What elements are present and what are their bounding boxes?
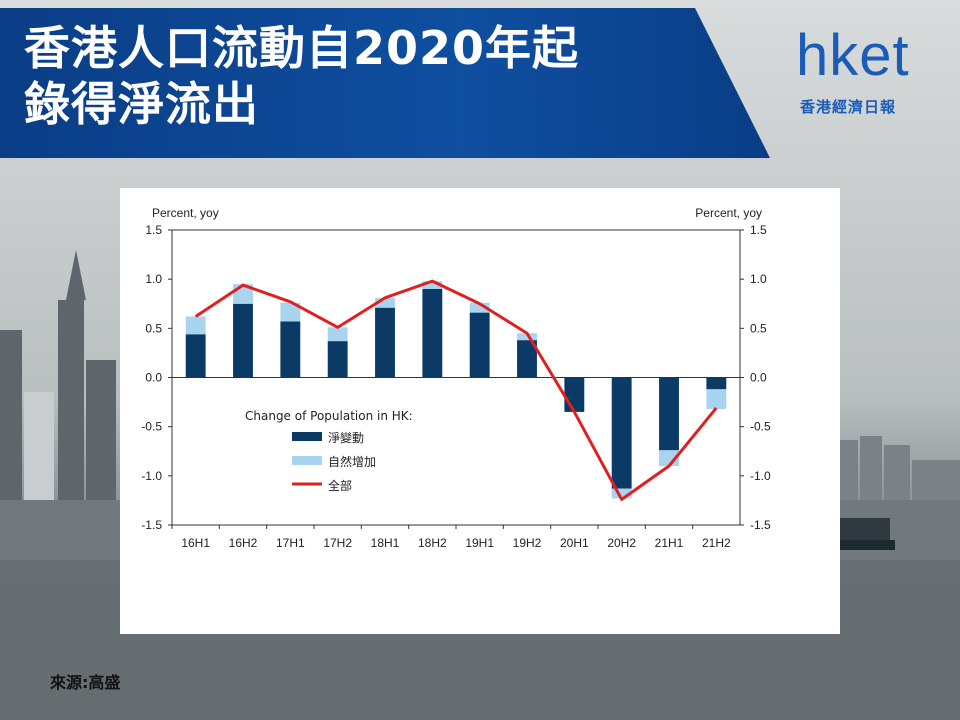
x-tick-label: 19H2: [513, 536, 542, 550]
bar-natural-increase: [375, 297, 395, 308]
y-tick-label-left: 0.0: [145, 371, 162, 385]
chart-panel: 1.5 1.5 1.0 1.0 0.5 0.5 0.0 0.0 -0.5 -0.5 -1.0 -1.0…: [120, 188, 840, 634]
bar-natural-increase: [422, 281, 443, 289]
x-tick-label: 16H1: [181, 536, 210, 550]
y-tick-label-right: 0.0: [750, 371, 767, 385]
y-tick-label-left: 1.0: [145, 272, 162, 286]
bar-net-change: [422, 289, 443, 378]
bar-natural-increase: [706, 389, 727, 409]
bar-net-change: [659, 377, 679, 451]
x-tick-label: 20H2: [607, 536, 636, 550]
x-tick-label: 16H2: [229, 536, 258, 550]
y-tick-label-right: 1.0: [750, 272, 767, 286]
bar-net-change: [375, 307, 395, 378]
legend-item-label: 淨變動: [328, 430, 364, 445]
brand-subtitle: 香港經濟日報: [800, 98, 897, 116]
bar-natural-increase: [280, 302, 301, 322]
brand-logo: hket: [796, 23, 910, 88]
y-tick-label-right: 0.5: [750, 321, 767, 335]
y-axis-label-right: Percent, yoy: [695, 206, 762, 220]
x-tick-label: 21H1: [655, 536, 684, 550]
line-total: [194, 279, 718, 501]
legend-title: Change of Population in HK:: [245, 409, 413, 423]
x-tick-label: 18H1: [371, 536, 400, 550]
bar-natural-increase: [469, 302, 490, 313]
y-tick-label-right: -0.5: [750, 420, 771, 434]
source-note: 來源:高盛: [50, 673, 121, 692]
x-tick-label: 18H2: [418, 536, 447, 550]
bar-natural-increase: [611, 488, 632, 499]
bar-net-change: [564, 377, 585, 412]
population-change-chart: 1.5 1.5 1.0 1.0 0.5 0.5 0.0 0.0 -0.5 -0.5 -1.0 -1.0…: [141, 206, 771, 550]
page-title: 香港人口流動自2020年起 錄得淨流出: [24, 21, 580, 131]
y-tick-label-left: -0.5: [141, 420, 162, 434]
y-tick-label-left: -1.0: [141, 469, 162, 483]
y-tick-label-left: 0.5: [145, 321, 162, 335]
x-tick-label: 17H2: [323, 536, 352, 550]
legend-item-label: 自然增加: [328, 454, 376, 469]
x-tick-label: 19H1: [465, 536, 494, 550]
legend-swatch: [292, 456, 322, 465]
bar-natural-increase: [185, 316, 206, 335]
bar-net-change: [706, 377, 727, 390]
y-tick-label-right: -1.0: [750, 469, 771, 483]
y-axis-label-left: Percent, yoy: [152, 206, 219, 220]
bar-net-change: [280, 321, 301, 378]
bar-net-change: [233, 303, 253, 378]
y-tick-label-right: -1.5: [750, 518, 771, 532]
y-tick-label-right: 1.5: [750, 223, 767, 237]
bar-natural-increase: [327, 327, 348, 342]
x-tick-label: 21H2: [702, 536, 731, 550]
x-tick-label: 20H1: [560, 536, 589, 550]
bar-net-change: [469, 312, 490, 378]
bar-net-change: [185, 334, 206, 378]
x-tick-label: 17H1: [276, 536, 305, 550]
legend-swatch: [292, 432, 322, 441]
bar-net-change: [517, 340, 537, 378]
bar-net-change: [327, 341, 348, 378]
y-tick-label-left: 1.5: [145, 223, 162, 237]
title-banner: [0, 8, 770, 158]
y-tick-label-left: -1.5: [141, 518, 162, 532]
legend-item-label: 全部: [328, 478, 352, 493]
bar-natural-increase: [517, 333, 537, 341]
bar-net-change: [611, 377, 632, 489]
